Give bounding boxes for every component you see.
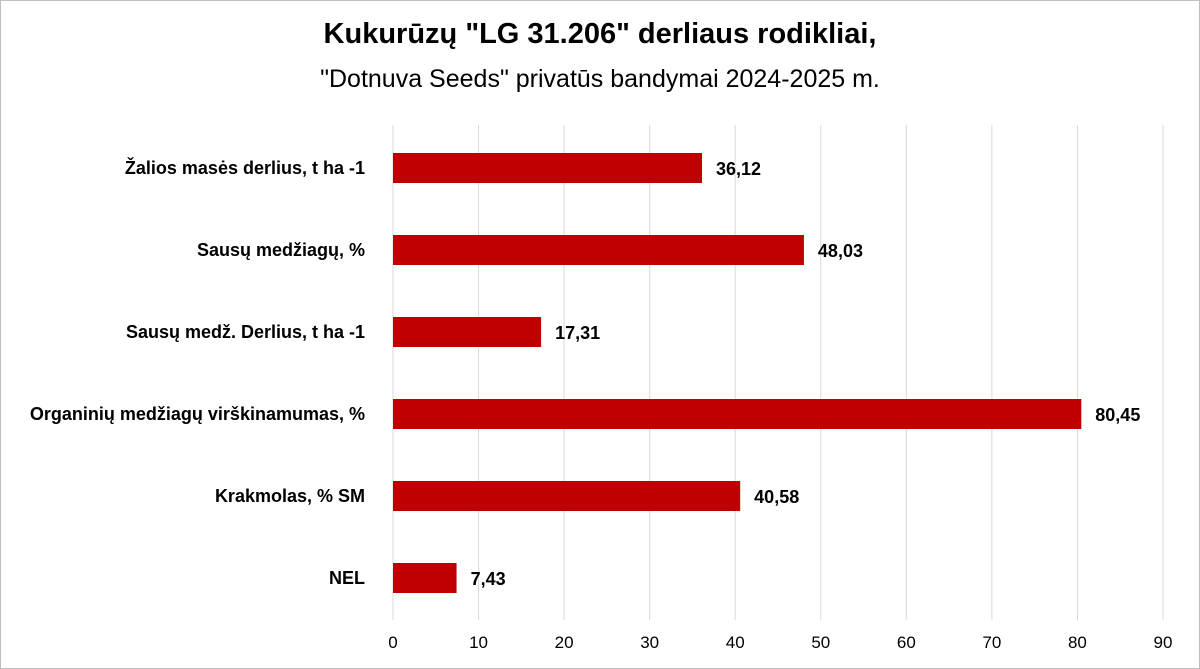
category-label: NEL	[329, 568, 365, 588]
x-tick-label: 50	[811, 633, 830, 652]
bars	[393, 153, 1082, 593]
x-tick-label: 70	[982, 633, 1001, 652]
gridlines	[392, 125, 1164, 620]
chart-title: Kukurūzų "LG 31.206" derliaus rodikliai,	[323, 18, 877, 50]
x-tick-label: 60	[897, 633, 916, 652]
value-label: 48,03	[818, 241, 863, 261]
x-tick-label: 0	[388, 633, 397, 652]
bar	[393, 481, 741, 511]
value-label: 36,12	[716, 159, 761, 179]
x-tick-label: 80	[1068, 633, 1087, 652]
bar	[393, 317, 542, 347]
x-tick-label: 30	[640, 633, 659, 652]
x-tick-label: 40	[726, 633, 745, 652]
x-tick-label: 10	[469, 633, 488, 652]
bar	[393, 153, 703, 183]
chart-subtitle: "Dotnuva Seeds" privatūs bandymai 2024-2…	[320, 65, 880, 93]
value-label: 40,58	[754, 487, 799, 507]
bar	[393, 563, 457, 593]
category-label: Krakmolas, % SM	[215, 486, 365, 506]
value-label: 7,43	[471, 569, 506, 589]
bar	[393, 399, 1082, 429]
category-label: Sausų medžiagų, %	[197, 240, 365, 260]
category-label: Žalios masės derlius, t ha -1	[125, 157, 365, 178]
value-label: 80,45	[1095, 405, 1140, 425]
x-tick-label: 20	[555, 633, 574, 652]
category-label: Sausų medž. Derlius, t ha -1	[126, 322, 365, 342]
x-tick-label: 90	[1154, 633, 1173, 652]
x-tick-labels: 0 10 20 30 40 50 60 70 80 90	[388, 633, 1172, 652]
bar	[393, 235, 804, 265]
value-labels: 36,12 48,03 17,31 80,45 40,58 7,43	[471, 159, 1141, 589]
value-label: 17,31	[555, 323, 600, 343]
category-labels: Žalios masės derlius, t ha -1 Sausų medži…	[30, 157, 365, 588]
category-label: Organinių medžiagų virškinamumas, %	[30, 404, 365, 424]
